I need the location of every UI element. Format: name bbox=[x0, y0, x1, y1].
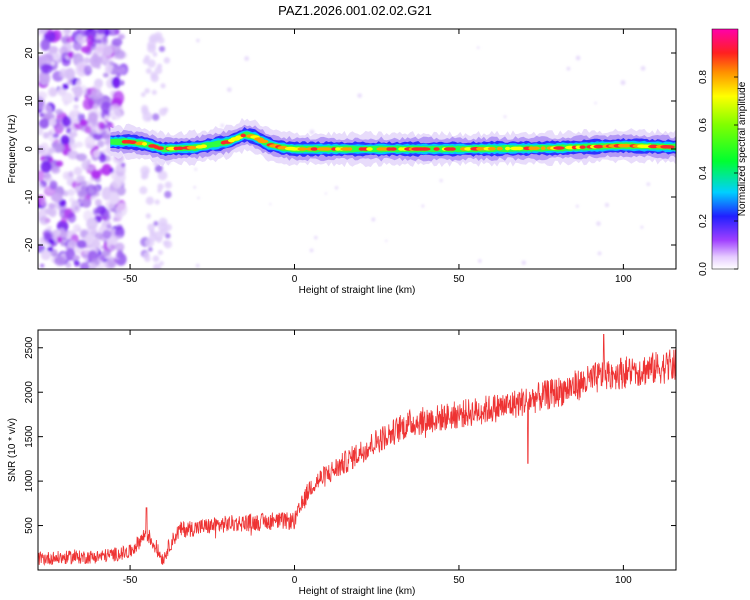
spectrogram-y-tick-label: 10 bbox=[24, 95, 35, 107]
colorbar: 0.0 0.2 0.4 0.6 0.8 Normalized spectral ampl… bbox=[698, 28, 748, 276]
colorbar-tick-label: 0.8 bbox=[698, 70, 709, 84]
spectrogram-x-ticks: -50 0 50 100 bbox=[123, 29, 632, 285]
spectrogram-panel: -50 0 50 100 -20 -10 0 10 20 Height of straight… bbox=[7, 28, 677, 296]
colorbar-tick-label: 0.4 bbox=[698, 166, 709, 180]
spectrogram-x-tick-label: -50 bbox=[123, 274, 138, 285]
figure-title: PAZ1.2026.001.02.02.G21 bbox=[278, 3, 432, 18]
snr-series-line bbox=[38, 334, 676, 566]
snr-x-tick-label: 50 bbox=[453, 575, 465, 586]
snr-frame bbox=[37, 329, 677, 571]
spectrogram-x-label: Height of straight line (km) bbox=[299, 285, 416, 296]
spectrogram-noise-band bbox=[38, 29, 651, 269]
colorbar-frame bbox=[711, 28, 739, 270]
colorbar-ticks: 0.0 0.2 0.4 0.6 0.8 bbox=[698, 70, 738, 276]
spectrogram-y-label: Frequency (Hz) bbox=[7, 115, 18, 184]
snr-x-tick-label: 100 bbox=[615, 575, 632, 586]
colorbar-tick-label: 0.6 bbox=[698, 118, 709, 132]
spectrogram-ridge-core bbox=[121, 133, 675, 151]
colorbar-tick-label: 0.2 bbox=[698, 214, 709, 228]
snr-y-tick-label: 2000 bbox=[24, 381, 35, 404]
colorbar-label: Normalized spectral amplitude bbox=[737, 81, 748, 216]
snr-background bbox=[38, 330, 676, 570]
snr-x-ticks: -50 0 50 100 bbox=[123, 330, 632, 586]
colorbar-tick-label: 0.0 bbox=[698, 262, 709, 276]
snr-panel: -50 0 50 100 500 1000 1500 2000 2500 Height of … bbox=[7, 329, 677, 597]
snr-y-tick-label: 1000 bbox=[24, 470, 35, 493]
spectrogram-y-tick-label: -10 bbox=[24, 189, 35, 204]
snr-y-tick-label: 2500 bbox=[24, 336, 35, 359]
snr-x-tick-label: -50 bbox=[123, 575, 138, 586]
spectrogram-y-tick-label: 0 bbox=[24, 146, 35, 152]
spectrogram-y-tick-label: 20 bbox=[24, 47, 35, 59]
spectrogram-heatmap bbox=[38, 29, 676, 269]
snr-x-label: Height of straight line (km) bbox=[299, 586, 416, 597]
spectrogram-x-tick-label: 50 bbox=[453, 274, 465, 285]
spectrogram-y-tick-label: -20 bbox=[24, 237, 35, 252]
colorbar-gradient bbox=[712, 29, 738, 269]
snr-y-ticks: 500 1000 1500 2000 2500 bbox=[24, 336, 676, 534]
snr-y-label: SNR (10 * v/v) bbox=[7, 418, 18, 482]
spectrogram-x-tick-label: 0 bbox=[292, 274, 298, 285]
spectrogram-x-tick-label: 100 bbox=[615, 274, 632, 285]
snr-x-tick-label: 0 bbox=[292, 575, 298, 586]
spectrogram-y-ticks: -20 -10 0 10 20 bbox=[24, 47, 676, 252]
snr-y-tick-label: 500 bbox=[24, 517, 35, 534]
snr-y-tick-label: 1500 bbox=[24, 425, 35, 448]
